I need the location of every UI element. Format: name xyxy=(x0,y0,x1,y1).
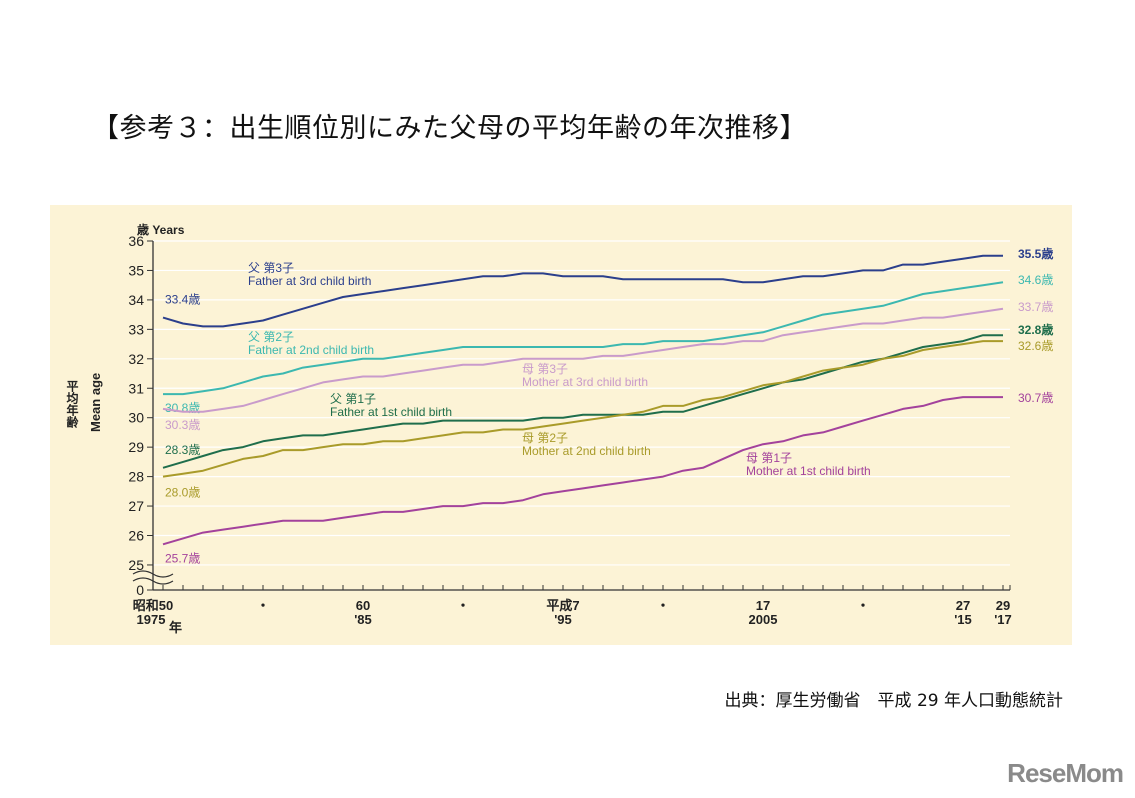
y-tick-label: 34 xyxy=(128,292,144,308)
series-name: Father at 3rd child birth xyxy=(248,274,371,288)
series-name: Father at 2nd child birth xyxy=(248,343,374,357)
x-tick-label-year: 2005 xyxy=(749,612,778,627)
x-tick-label-era: 60 xyxy=(356,598,370,613)
series-end-label: 33.7歳 xyxy=(1018,300,1053,314)
series-name: Mother at 1st child birth xyxy=(746,464,871,478)
x-tick-label-year: '95 xyxy=(554,612,572,627)
y-tick-label: 0 xyxy=(136,582,144,598)
y-tick-label: 32 xyxy=(128,351,144,367)
x-unit-label: 年 xyxy=(169,620,182,635)
y-axis-label: Mean age xyxy=(88,373,103,432)
resemom-logo: ReseMom xyxy=(1007,758,1124,788)
series-name: Mother at 2nd child birth xyxy=(522,444,651,458)
x-tick-label-year: 1975 xyxy=(137,612,166,627)
y-tick-label: 33 xyxy=(128,321,144,337)
series-end-label: 32.6歳 xyxy=(1018,339,1053,353)
series-start-label: 28.0歳 xyxy=(165,486,200,500)
series-start-label: 25.7歳 xyxy=(165,551,200,565)
series-end-label: 35.5歳 xyxy=(1018,246,1053,261)
axis-break-icon xyxy=(132,570,174,585)
series-name-jp: 父 第3子 xyxy=(248,261,294,275)
x-tick-label-year: '17 xyxy=(994,612,1012,627)
y-tick-label: 27 xyxy=(128,498,144,514)
series-name-jp: 母 第3子 xyxy=(522,362,568,376)
x-tick-label-era: 29 xyxy=(996,598,1010,613)
line-chart: 0 25 26 27 28 29 30 31 32 33 34 35 36歳 Years 平均年齢 Mean… xyxy=(65,222,1053,635)
y-tick-label: 35 xyxy=(128,262,144,278)
series-line xyxy=(162,334,1003,469)
y-axis-label-jp: 平均年齢 xyxy=(65,380,79,429)
y-tick-label: 30 xyxy=(128,410,144,426)
series-line xyxy=(163,281,1004,396)
series-start-label: 28.3歳 xyxy=(165,443,200,457)
y-unit-label: 歳 Years xyxy=(137,222,185,237)
y-tick-label: 31 xyxy=(128,380,144,396)
x-tick-label-era: 平成7 xyxy=(546,598,579,613)
x-tick-label-era: ・ xyxy=(856,598,869,613)
series-line xyxy=(162,307,1004,413)
x-tick-label-year: '85 xyxy=(354,612,372,627)
series-line xyxy=(162,340,1003,478)
source-citation: 出典：厚生労働省 平成 29 年人口動態統計 xyxy=(724,691,1063,711)
series-name: Mother at 3rd child birth xyxy=(522,375,648,389)
x-tick-label-era: 昭和50 xyxy=(133,598,173,613)
series-name-jp: 母 第2子 xyxy=(522,431,568,445)
page-title: 【参考３：出生順位別にみた父母の平均年齢の年次推移】 xyxy=(92,113,807,144)
x-tick-label-era: ・ xyxy=(256,598,269,613)
series-name-jp: 母 第1子 xyxy=(746,451,792,465)
series-end-label: 32.8歳 xyxy=(1018,322,1053,337)
chart-panel: 0 25 26 27 28 29 30 31 32 33 34 35 36 歳 Years 平均年齢 Mean… xyxy=(50,205,1072,645)
y-tick-label: 36 xyxy=(128,233,144,249)
x-tick-label-era: 17 xyxy=(756,598,770,613)
series-name-jp: 父 第2子 xyxy=(248,330,294,344)
series-end-label: 34.6歳 xyxy=(1018,273,1053,287)
series-start-label: 33.4歳 xyxy=(165,293,200,307)
y-tick-label: 28 xyxy=(128,469,144,485)
series-line xyxy=(162,254,1003,328)
x-tick-label-year: '15 xyxy=(954,612,972,627)
y-tick-label: 26 xyxy=(128,528,144,544)
y-tick-label: 29 xyxy=(128,439,144,455)
series-line xyxy=(162,396,1003,546)
x-tick-label-era: ・ xyxy=(656,598,669,613)
series-start-label: 30.3歳 xyxy=(165,418,200,432)
series-name: Father at 1st child birth xyxy=(330,405,452,419)
x-tick-label-era: ・ xyxy=(456,598,469,613)
series-name-jp: 父 第1子 xyxy=(330,392,376,406)
series-end-label: 30.7歳 xyxy=(1018,391,1053,405)
y-tick-label: 25 xyxy=(128,557,144,573)
series-start-label: 30.8歳 xyxy=(165,401,200,415)
x-tick-label-era: 27 xyxy=(956,598,970,613)
